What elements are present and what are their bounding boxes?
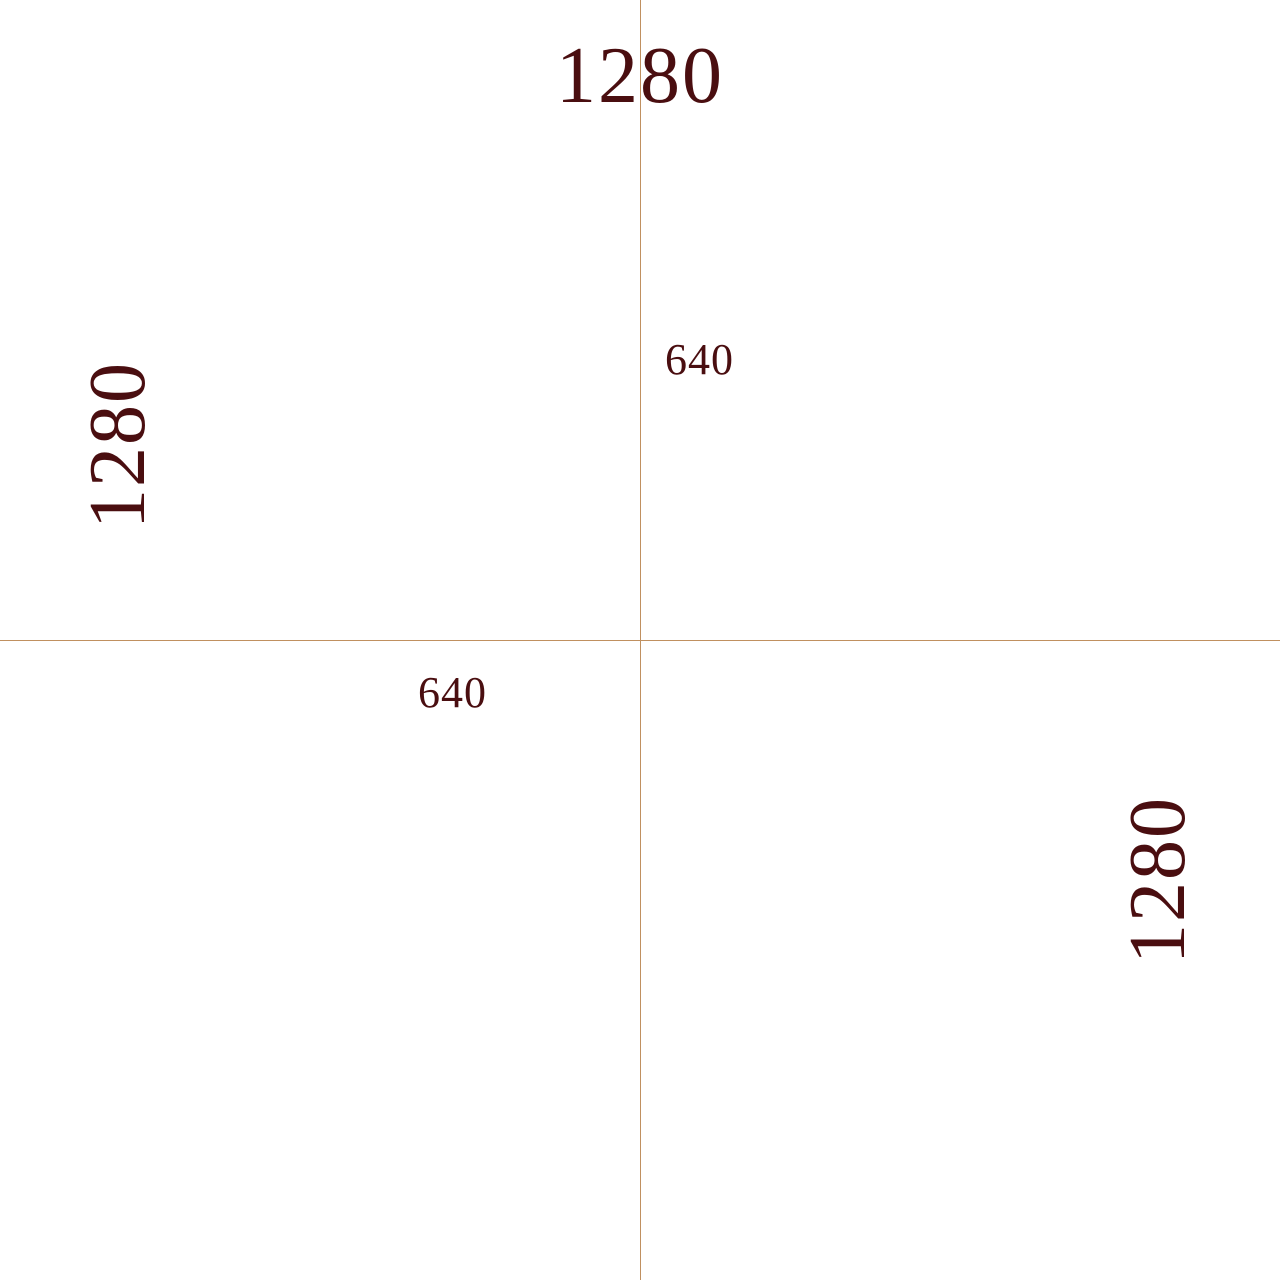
lower-half-label: 640 — [418, 668, 487, 717]
top-width-label: 1280 — [556, 32, 724, 120]
right-height-label: 1280 — [1114, 796, 1202, 964]
upper-half-label: 640 — [665, 335, 734, 384]
horizontal-center-guide — [0, 640, 1280, 641]
left-height-label: 1280 — [74, 361, 162, 529]
